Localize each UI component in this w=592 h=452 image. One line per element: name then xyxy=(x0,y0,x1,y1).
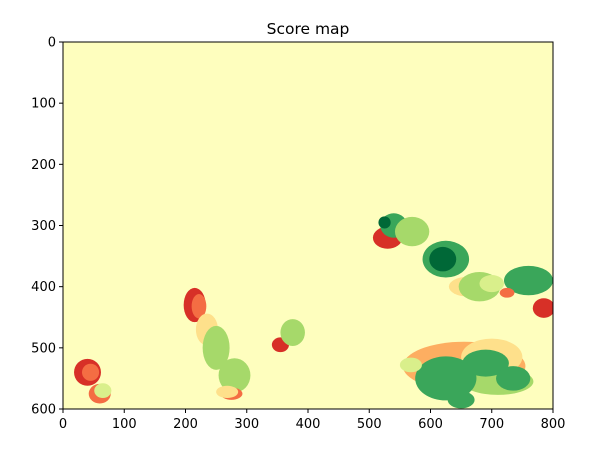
y-tick-label: 100 xyxy=(31,97,56,112)
y-tick-label: 400 xyxy=(31,280,56,295)
heatmap-region-dark_green xyxy=(378,216,391,229)
x-tick-label: 800 xyxy=(541,417,566,432)
x-tick-label: 200 xyxy=(173,417,198,432)
x-tick-label: 600 xyxy=(418,417,443,432)
heatmap-region-light_green xyxy=(218,358,251,393)
x-tick-label: 500 xyxy=(357,417,382,432)
x-tick-label: 300 xyxy=(234,417,259,432)
heatmap-region-green xyxy=(447,391,475,409)
heatmap-region-red xyxy=(532,298,553,318)
heatmap-region-tan xyxy=(216,385,239,398)
x-tick-label: 0 xyxy=(59,417,67,432)
y-tick-label: 200 xyxy=(31,158,56,173)
heatmap-region-dark_green xyxy=(429,246,457,272)
heatmap-regions xyxy=(74,213,553,409)
heatmap-region-green xyxy=(504,265,553,296)
heatmap-region-orange xyxy=(191,294,207,319)
heatmap-region-green xyxy=(462,349,509,377)
heatmap-region-light_green xyxy=(394,216,430,247)
heatmap-region-green xyxy=(496,366,531,391)
heatmap-region-yellow_green xyxy=(399,357,422,373)
heatmap-region-yellow_green xyxy=(479,275,504,293)
heatmap-region-orange xyxy=(81,363,100,381)
y-axis: 0 100 200 300 400 500 600 xyxy=(31,36,63,418)
x-tick-label: 100 xyxy=(112,417,137,432)
heatmap-region-green xyxy=(415,356,477,401)
heatmap-region-orange xyxy=(499,287,515,298)
y-tick-label: 0 xyxy=(48,36,56,51)
x-tick-label: 700 xyxy=(479,417,504,432)
chart-title: Score map xyxy=(267,20,350,38)
y-tick-label: 600 xyxy=(31,403,56,418)
x-axis: 0 100 200 300 400 500 600 700 800 xyxy=(59,409,566,432)
heatmap-region-light_green xyxy=(202,325,230,370)
y-tick-label: 500 xyxy=(31,341,56,356)
heatmap-region-yellow_green xyxy=(94,383,112,398)
x-tick-label: 400 xyxy=(296,417,321,432)
heatmap-region-light_green xyxy=(280,319,305,346)
y-tick-label: 300 xyxy=(31,219,56,234)
